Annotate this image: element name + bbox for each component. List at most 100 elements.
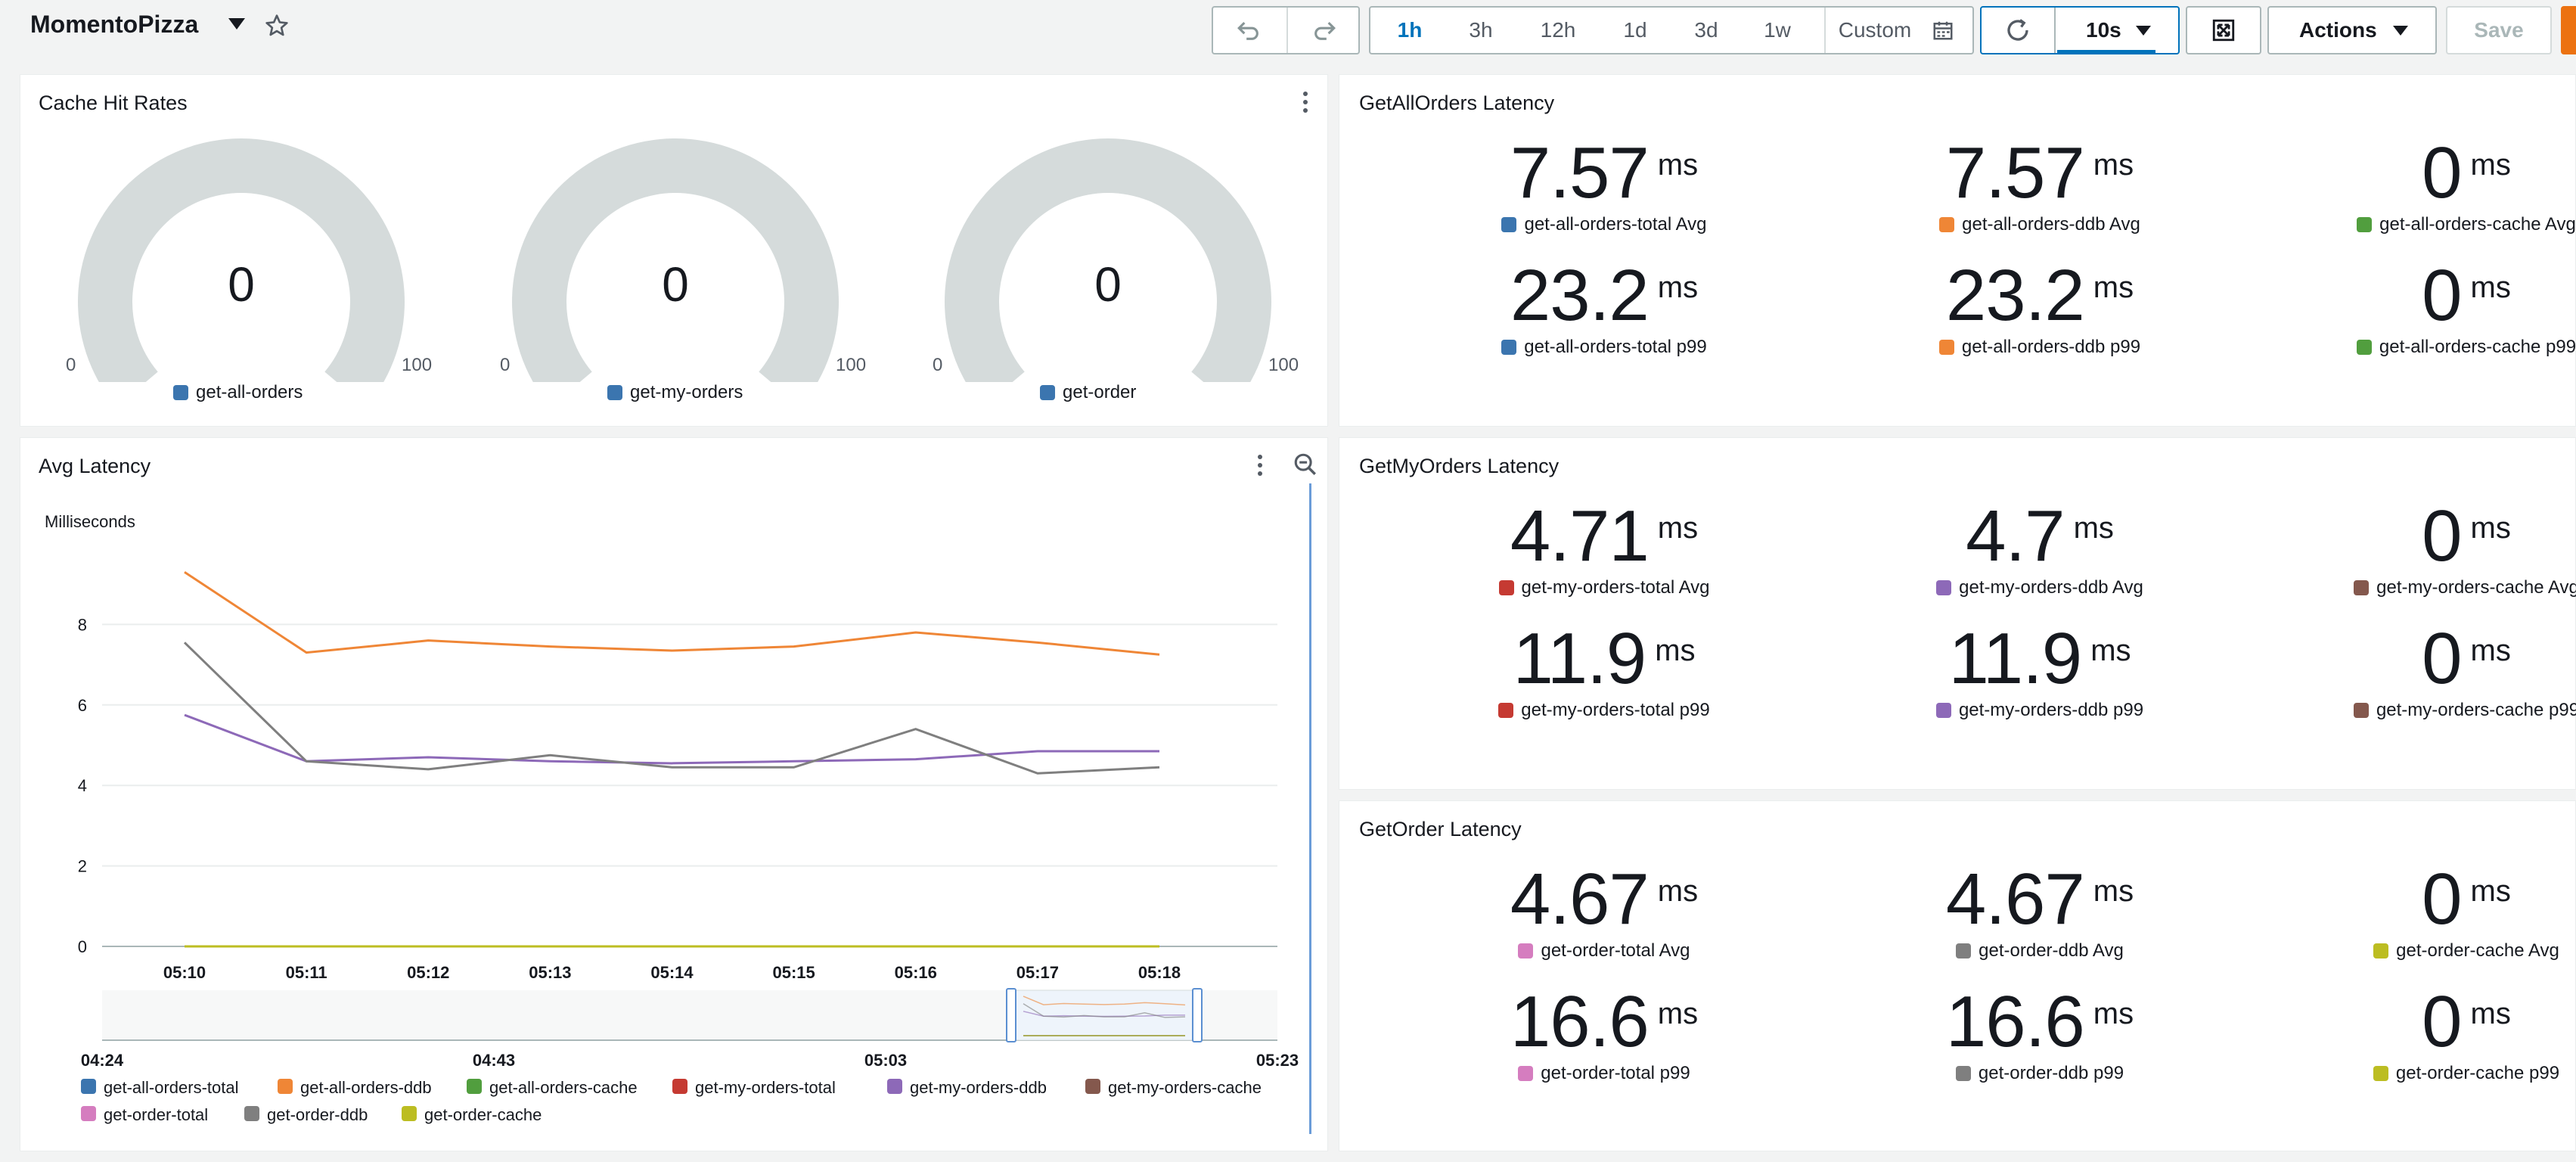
legend-label: get-all-orders (196, 382, 303, 402)
actions-caret-icon (2393, 26, 2408, 36)
chart-legend-item[interactable]: get-order-cache (402, 1105, 542, 1124)
panel-scrollbar[interactable] (1309, 483, 1311, 1134)
chart-legend-item[interactable]: get-all-orders-cache (467, 1078, 638, 1097)
metric-legend-item[interactable]: get-all-orders-total p99 (1501, 337, 1707, 358)
metric-tile: 0 ms get-my-orders-cache p99 (2323, 623, 2576, 721)
fullscreen-button[interactable] (2186, 6, 2261, 54)
metric-unit: ms (2093, 148, 2134, 182)
range-1w[interactable]: 1w (1764, 18, 1791, 42)
metric-label: get-all-orders-cache p99 (2379, 337, 2576, 357)
legend-swatch (402, 1106, 417, 1121)
metric-legend-item[interactable]: get-order-total p99 (1518, 1063, 1690, 1084)
range-12h[interactable]: 12h (1540, 18, 1576, 42)
legend-swatch (173, 385, 188, 400)
overview-line-get-all-orders-ddb (1023, 996, 1186, 1006)
metric-legend-item[interactable]: get-all-orders-total Avg (1501, 214, 1707, 235)
gauge-legend-item[interactable]: get-all-orders (173, 382, 303, 403)
overview-brush-handle[interactable] (1006, 988, 1016, 1042)
dashboard-title[interactable]: MomentoPizza (30, 11, 199, 38)
legend-swatch (1956, 943, 1972, 958)
refresh-icon[interactable] (2004, 17, 2031, 44)
metric-label: get-all-orders-ddb Avg (1962, 214, 2140, 235)
metric-unit: ms (2470, 271, 2511, 304)
range-3d[interactable]: 3d (1694, 18, 1718, 42)
gauge-legend-item[interactable]: get-my-orders (607, 382, 743, 403)
metric-tile: 11.9 ms get-my-orders-ddb p99 (1896, 623, 2183, 721)
metric-legend-item[interactable]: get-my-orders-total p99 (1498, 700, 1710, 721)
gauge-min-label: 0 (66, 355, 76, 375)
legend-label: get-order-ddb (267, 1105, 368, 1124)
metric-label: get-my-orders-cache Avg (2376, 577, 2576, 598)
metric-label: get-all-orders-ddb p99 (1961, 337, 2141, 357)
legend-swatch (1501, 340, 1517, 355)
range-1h[interactable]: 1h (1397, 18, 1423, 42)
metric-unit: ms (1657, 148, 1699, 182)
overview-brush-handle[interactable] (1192, 988, 1203, 1042)
legend-swatch (1518, 943, 1534, 958)
metric-legend-item[interactable]: get-my-orders-ddb p99 (1935, 700, 2144, 721)
metric-legend-item[interactable]: get-order-cache Avg (2373, 940, 2559, 962)
y-tick-label: 8 (78, 615, 87, 634)
metric-legend-item[interactable]: get-my-orders-total Avg (1498, 577, 1710, 598)
legend-swatch (1498, 703, 1514, 718)
legend-label: get-all-orders-cache (489, 1078, 638, 1097)
metric-tile: 23.2 ms get-all-orders-ddb p99 (1896, 259, 2183, 358)
calendar-icon[interactable] (1932, 19, 1954, 42)
refresh-interval-caret-icon[interactable] (2136, 26, 2151, 36)
gauge-max-label: 100 (1268, 355, 1299, 375)
metric-legend-item[interactable]: get-my-orders-cache p99 (2353, 700, 2576, 721)
legend-swatch (81, 1079, 96, 1094)
legend-swatch (1936, 580, 1952, 595)
metric-unit: ms (2470, 875, 2511, 908)
chart-legend-item[interactable]: get-order-ddb (244, 1105, 368, 1124)
metric-legend-item[interactable]: get-order-total Avg (1518, 940, 1690, 962)
metric-value: 16.6 (1945, 981, 2085, 1062)
redo-icon[interactable] (1311, 17, 1337, 43)
chart-legend-item[interactable]: get-all-orders-total (81, 1078, 239, 1097)
gauge-arc (945, 138, 1271, 382)
range-1d[interactable]: 1d (1623, 18, 1647, 42)
metric-tile: 11.9 ms get-my-orders-total p99 (1460, 623, 1748, 721)
metric-legend-item[interactable]: get-all-orders-ddb p99 (1938, 337, 2141, 358)
metric-legend-item[interactable]: get-all-orders-cache Avg (2357, 214, 2576, 235)
metric-legend-item[interactable]: get-all-orders-ddb Avg (1939, 214, 2140, 235)
metric-value: 11.9 (1513, 618, 1646, 699)
metric-legend-item[interactable]: get-my-orders-ddb Avg (1936, 577, 2143, 598)
gauge-legend-item[interactable]: get-order (1040, 382, 1136, 403)
legend-label: get-my-orders-ddb (910, 1078, 1047, 1097)
undo-redo-group (1212, 6, 1360, 54)
chart-legend-item[interactable]: get-my-orders-ddb (887, 1078, 1047, 1097)
custom-range-button[interactable]: Custom (1838, 18, 1912, 42)
metric-tile: 0 ms get-order-cache Avg (2323, 863, 2576, 962)
metric-value: 4.7 (1966, 496, 2065, 576)
metric-tile: 7.57 ms get-all-orders-total Avg (1460, 137, 1748, 235)
metric-legend-item[interactable]: get-my-orders-cache Avg (2354, 577, 2576, 598)
legend-swatch (2357, 217, 2373, 232)
actions-button[interactable]: Actions (2267, 6, 2437, 54)
metric-value: 0 (2422, 132, 2462, 213)
undo-icon[interactable] (1236, 17, 1262, 43)
metric-value: 4.71 (1510, 496, 1650, 576)
primary-action-edge[interactable] (2561, 6, 2576, 54)
save-button[interactable]: Save (2446, 6, 2552, 54)
metric-label: get-my-orders-ddb p99 (1958, 700, 2144, 720)
metric-legend-item[interactable]: get-order-ddb Avg (1956, 940, 2124, 962)
time-range-selector: 1h 3h 12h 1d 3d 1w Custom (1369, 6, 1974, 54)
metric-legend-item[interactable]: get-order-cache p99 (2373, 1063, 2559, 1084)
range-3h[interactable]: 3h (1469, 18, 1493, 42)
more-options-icon[interactable] (1303, 92, 1308, 117)
chart-legend-item[interactable]: get-all-orders-ddb (278, 1078, 432, 1097)
metric-legend-item[interactable]: get-order-ddb p99 (1955, 1063, 2124, 1084)
chart-legend-item[interactable]: get-order-total (81, 1105, 208, 1124)
dashboard-menu-caret-icon[interactable] (228, 18, 245, 30)
more-options-icon[interactable] (1258, 455, 1262, 480)
zoom-out-icon[interactable] (1293, 452, 1318, 477)
favorite-star-icon[interactable] (265, 14, 289, 38)
chart-legend-item[interactable]: get-my-orders-total (672, 1078, 836, 1097)
legend-label: get-all-orders-ddb (300, 1078, 432, 1097)
metric-legend-item[interactable]: get-all-orders-cache p99 (2356, 337, 2576, 358)
metric-unit: ms (1657, 875, 1699, 908)
chart-legend-item[interactable]: get-my-orders-cache (1085, 1078, 1262, 1097)
refresh-interval-value[interactable]: 10s (2086, 18, 2121, 42)
gauge-track (945, 138, 1271, 382)
